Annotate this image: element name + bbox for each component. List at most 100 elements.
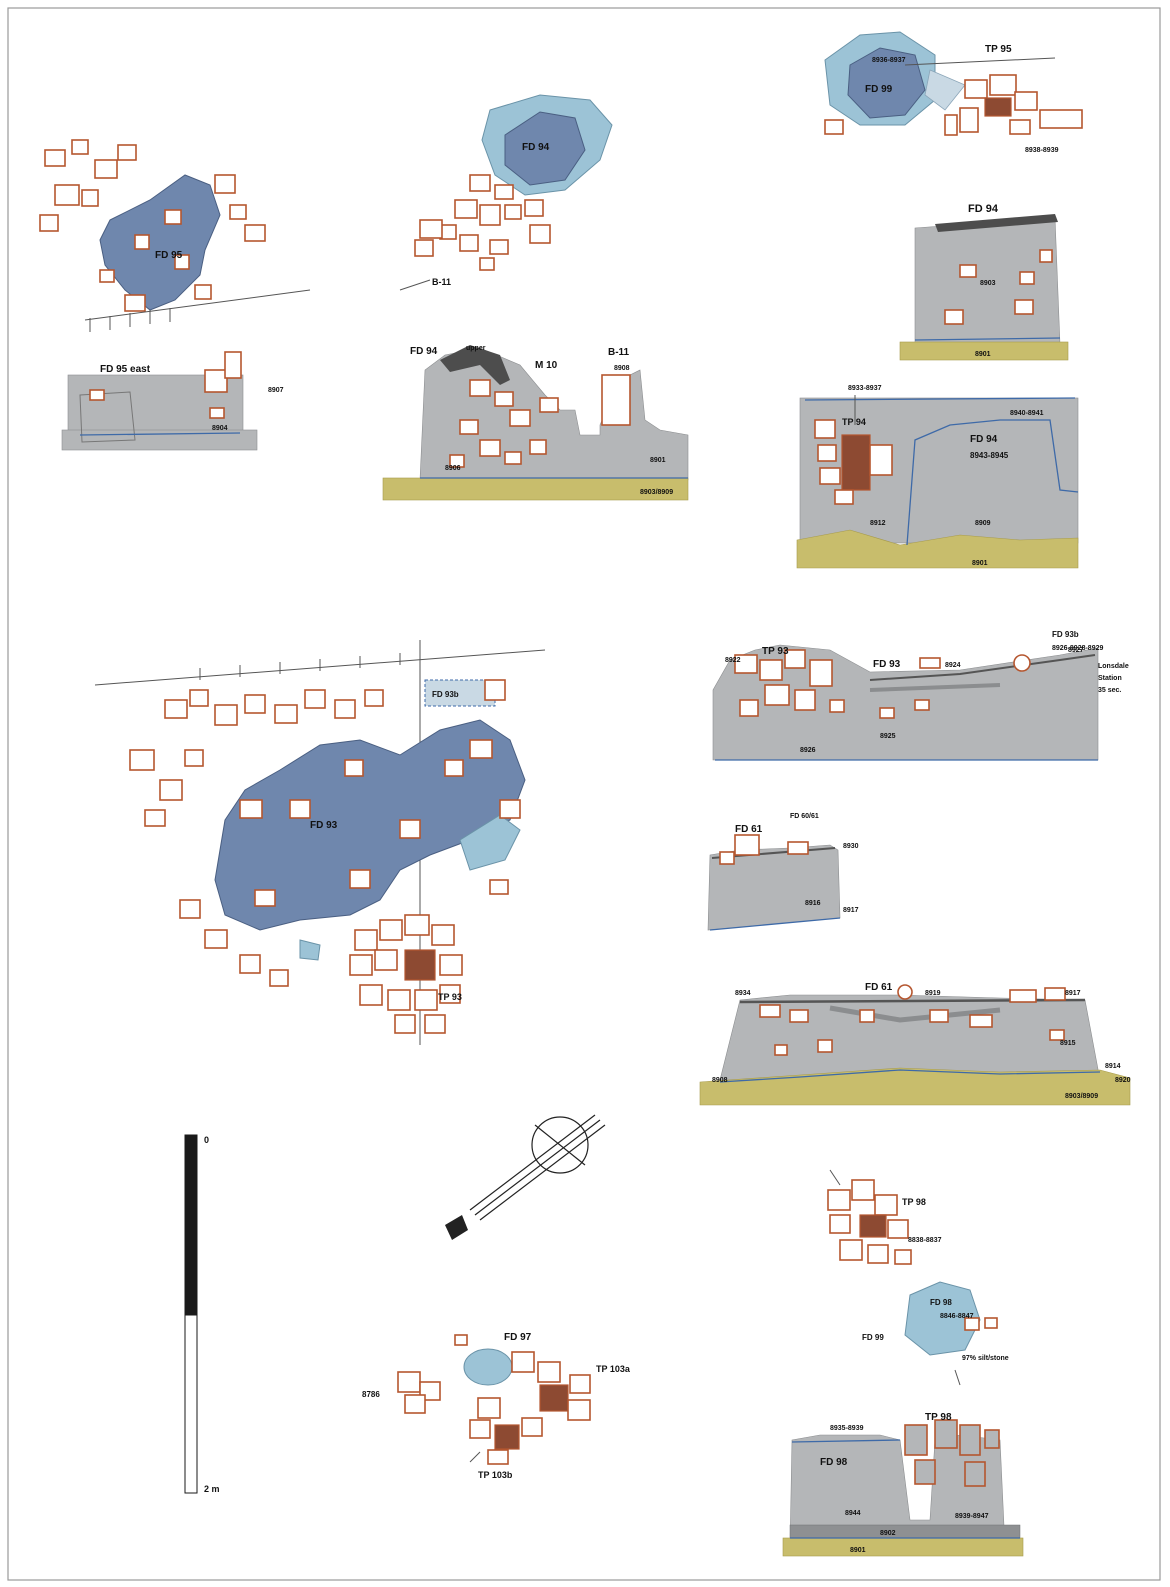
section-label: 35 sec. — [1098, 687, 1121, 694]
plan-label: 8838-8837 — [908, 1237, 942, 1244]
stone-cluster — [759, 987, 1066, 1056]
section-label: B-11 — [608, 347, 630, 358]
plan-label: FD 94 — [522, 142, 550, 153]
stone-cluster — [904, 1419, 1000, 1487]
section-label: 8903/8909 — [1065, 1093, 1098, 1100]
stone-cluster — [39, 139, 266, 312]
plan-label: FD 97 — [504, 1332, 532, 1343]
section-label: 8920 — [1115, 1077, 1131, 1084]
section-label: 8908 — [712, 1077, 728, 1084]
section-label: 8939-8947 — [955, 1513, 989, 1520]
plan-label: 8786 — [362, 1390, 380, 1399]
section-label: 8915 — [1060, 1040, 1076, 1047]
section-note: 8907 — [268, 387, 284, 394]
plan-label: FD 93b — [432, 690, 459, 699]
section-label: FD 94 — [970, 434, 998, 445]
section-label: 8924 — [945, 662, 961, 669]
plan-sub-label: B-11 — [432, 277, 451, 287]
stone-cluster — [397, 1334, 591, 1465]
section-label: FD 94 — [410, 346, 438, 357]
plan-label: FD 99 — [862, 1333, 884, 1342]
scale-bar: 0 2 m — [184, 1134, 220, 1494]
panel-i-plan: TP 98 8838-8837 FD 98 8846-8847 FD 99 97… — [827, 1169, 1009, 1386]
section-label: Lonsdale — [1098, 663, 1129, 670]
plan-label: FD 98 — [930, 1298, 952, 1307]
section-label: 8912 — [870, 520, 886, 527]
plan-label: 8936-8937 — [872, 57, 906, 64]
section-label: Station — [1098, 675, 1122, 682]
stone-cluster — [944, 249, 1053, 325]
section-label: 8934 — [735, 990, 751, 997]
panel-f: FD 61 FD 60/61 8930 8916 8917 — [707, 813, 859, 931]
panel-g: FD 61 8934 8919 8917 8915 8908 8914 8903… — [699, 982, 1131, 1106]
section-label: 8901 — [850, 1547, 866, 1554]
section-label: TP 94 — [842, 417, 866, 427]
section-label: 8901 — [972, 560, 988, 567]
stone-cluster — [827, 1179, 998, 1331]
panel-c-section-bottom: 8933-8937 TP 94 8940-8941 FD 94 8943-894… — [796, 385, 1079, 569]
scale-bottom-label: 2 m — [204, 1484, 220, 1494]
stone-cluster — [129, 679, 521, 987]
plan-label: TP 103b — [478, 1470, 513, 1480]
panel-e: TP 93 FD 93 FD 93b 8922 8924 8927 8926 8… — [712, 630, 1129, 761]
section-label: 8927 — [1068, 647, 1084, 654]
section-label: M 10 — [535, 360, 558, 371]
plan-label: TP 103a — [596, 1364, 631, 1374]
section-label: 8908 — [614, 365, 630, 372]
section-label: FD 61 — [735, 824, 763, 835]
section-label: 8906 — [445, 465, 461, 472]
section-label: 8901 — [650, 457, 666, 464]
section-note: 8901 — [975, 351, 991, 358]
plan-label: FD 93 — [310, 820, 338, 831]
panel-b: FD 94 B-11 FD 94 upper M 10 — [382, 94, 689, 501]
section-label: 8917 — [1065, 990, 1081, 997]
panel-b-plan: FD 94 B-11 — [399, 94, 613, 291]
section-label: 8903/8909 — [640, 489, 673, 496]
scale-top-label: 0 — [204, 1135, 209, 1145]
section-label: 8944 — [845, 1510, 861, 1517]
section-label: upper — [466, 345, 486, 352]
section-label: 8935-8939 — [830, 1425, 864, 1432]
section-label: 8943-8945 — [970, 451, 1009, 460]
section-label: 8919 — [925, 990, 941, 997]
plan-label: 8846-8847 — [940, 1313, 974, 1320]
panel-h: FD 97 TP 103a 8786 TP 103b — [362, 1332, 631, 1480]
plan-label: TP 95 — [985, 44, 1012, 55]
stone-cluster — [824, 74, 1083, 136]
north-arrow-icon — [445, 1114, 606, 1240]
stone-cluster — [414, 174, 551, 271]
stone-cluster — [734, 649, 941, 719]
plan-label: TP 93 — [438, 992, 462, 1002]
section-label: FD 93b — [1052, 630, 1079, 639]
tp-93-cluster — [349, 914, 463, 1034]
panel-c: TP 95 8936-8937 FD 99 8938-8939 FD 94 89… — [796, 31, 1083, 569]
section-label: FD 93 — [873, 659, 901, 670]
section-label: TP 93 — [762, 646, 789, 657]
section-label: 8926-8928-8929 — [1052, 645, 1103, 652]
section-label: 8933-8937 — [848, 385, 882, 392]
section-label: 8922 — [725, 657, 741, 664]
section-label: 8940-8941 — [1010, 410, 1044, 417]
plan-label: TP 98 — [902, 1197, 926, 1207]
panel-c-section-top: FD 94 8903 8901 — [899, 203, 1069, 361]
section-note: 8904 — [212, 425, 228, 432]
section-label: 8917 — [843, 907, 859, 914]
section-label: 8902 — [880, 1530, 896, 1537]
section-label: 8914 — [1105, 1063, 1121, 1070]
panel-a: FD 95 FD 95 east 8907 8904 — [39, 139, 311, 451]
panel-i: TP 98 8838-8837 FD 98 8846-8847 FD 99 97… — [782, 1169, 1024, 1557]
section-label: 8926 — [800, 747, 816, 754]
section-label: FD 98 — [820, 1457, 848, 1468]
section-label: FD 95 east — [100, 364, 151, 375]
plan-label: 8938-8939 — [1025, 147, 1059, 154]
panel-i-section: 8935-8939 TP 98 FD 98 8944 8939-8947 890… — [782, 1412, 1024, 1557]
section-label: TP 98 — [925, 1412, 952, 1423]
panel-b-section: FD 94 upper M 10 B-11 8908 8906 8901 890… — [382, 345, 689, 501]
section-label: 8916 — [805, 900, 821, 907]
panel-c-plan: TP 95 8936-8937 FD 99 8938-8939 — [824, 31, 1083, 154]
panel-d: FD 93 FD 93b TP 93 — [94, 640, 546, 1045]
panel-a-section: FD 95 east 8907 8904 — [61, 351, 284, 451]
stone-cluster — [449, 374, 631, 468]
section-label: 8925 — [880, 733, 896, 740]
